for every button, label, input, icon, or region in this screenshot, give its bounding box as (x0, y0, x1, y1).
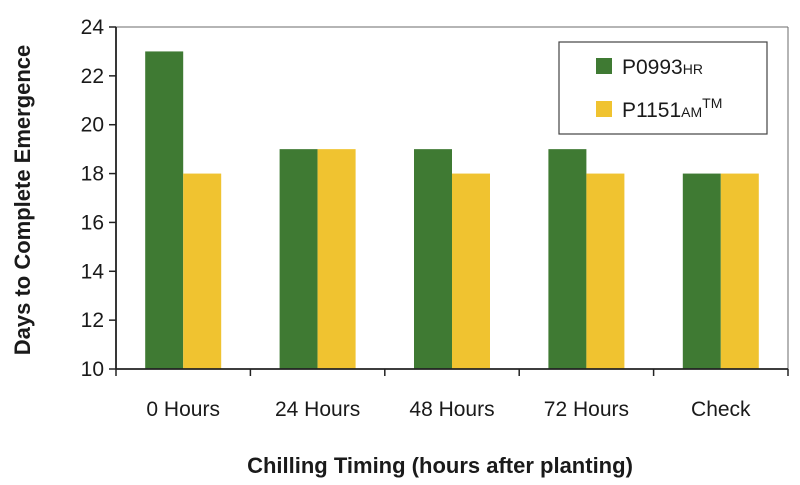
bar-p1151-24-hours (317, 149, 356, 369)
bars-group (145, 51, 759, 370)
bar-p1151-48-hours (452, 173, 490, 369)
bar-p1151-72-hours (586, 173, 625, 369)
y-axis: 10 12 14 16 18 20 22 24 (81, 16, 117, 381)
x-tick-label: 48 Hours (409, 398, 494, 421)
bar-p0993-48-hours (414, 149, 452, 369)
y-tick-label: 12 (81, 309, 104, 332)
bar-p0993-72-hours (548, 149, 587, 369)
x-tick-label: 24 Hours (275, 398, 360, 421)
x-tick-label: 72 Hours (544, 398, 629, 421)
legend: P0993HR P1151AMTM (558, 41, 768, 135)
y-tick-label: 22 (81, 65, 104, 88)
y-tick-label: 20 (81, 114, 104, 137)
legend-swatch-p1151 (596, 101, 612, 117)
y-tick-label: 10 (81, 358, 104, 381)
y-tick-label: 16 (81, 211, 104, 234)
y-tick-label: 18 (81, 163, 104, 186)
plot-area (116, 26, 789, 369)
bar-p1151-0-hours (183, 173, 222, 369)
x-tick-label: Check (691, 398, 751, 421)
bar-p0993-0-hours (145, 51, 184, 370)
bar-p0993-24-hours (279, 149, 318, 369)
x-axis-title: Chilling Timing (hours after planting) (247, 453, 633, 478)
legend-label-p0993: P0993HR (622, 56, 703, 79)
x-axis: 0 Hours 24 Hours 48 Hours 72 Hours Check (115, 368, 789, 421)
y-axis-title: Days to Complete Emergence (10, 45, 35, 356)
legend-swatch-p0993 (596, 58, 612, 74)
y-tick-label: 24 (81, 16, 105, 39)
bar-p1151-check (720, 173, 759, 369)
x-tick-label: 0 Hours (146, 398, 220, 421)
legend-label-p1151: P1151AMTM (622, 95, 722, 122)
bar-p0993-check (682, 173, 721, 369)
y-tick-label: 14 (81, 260, 105, 283)
legend-box (558, 41, 768, 135)
